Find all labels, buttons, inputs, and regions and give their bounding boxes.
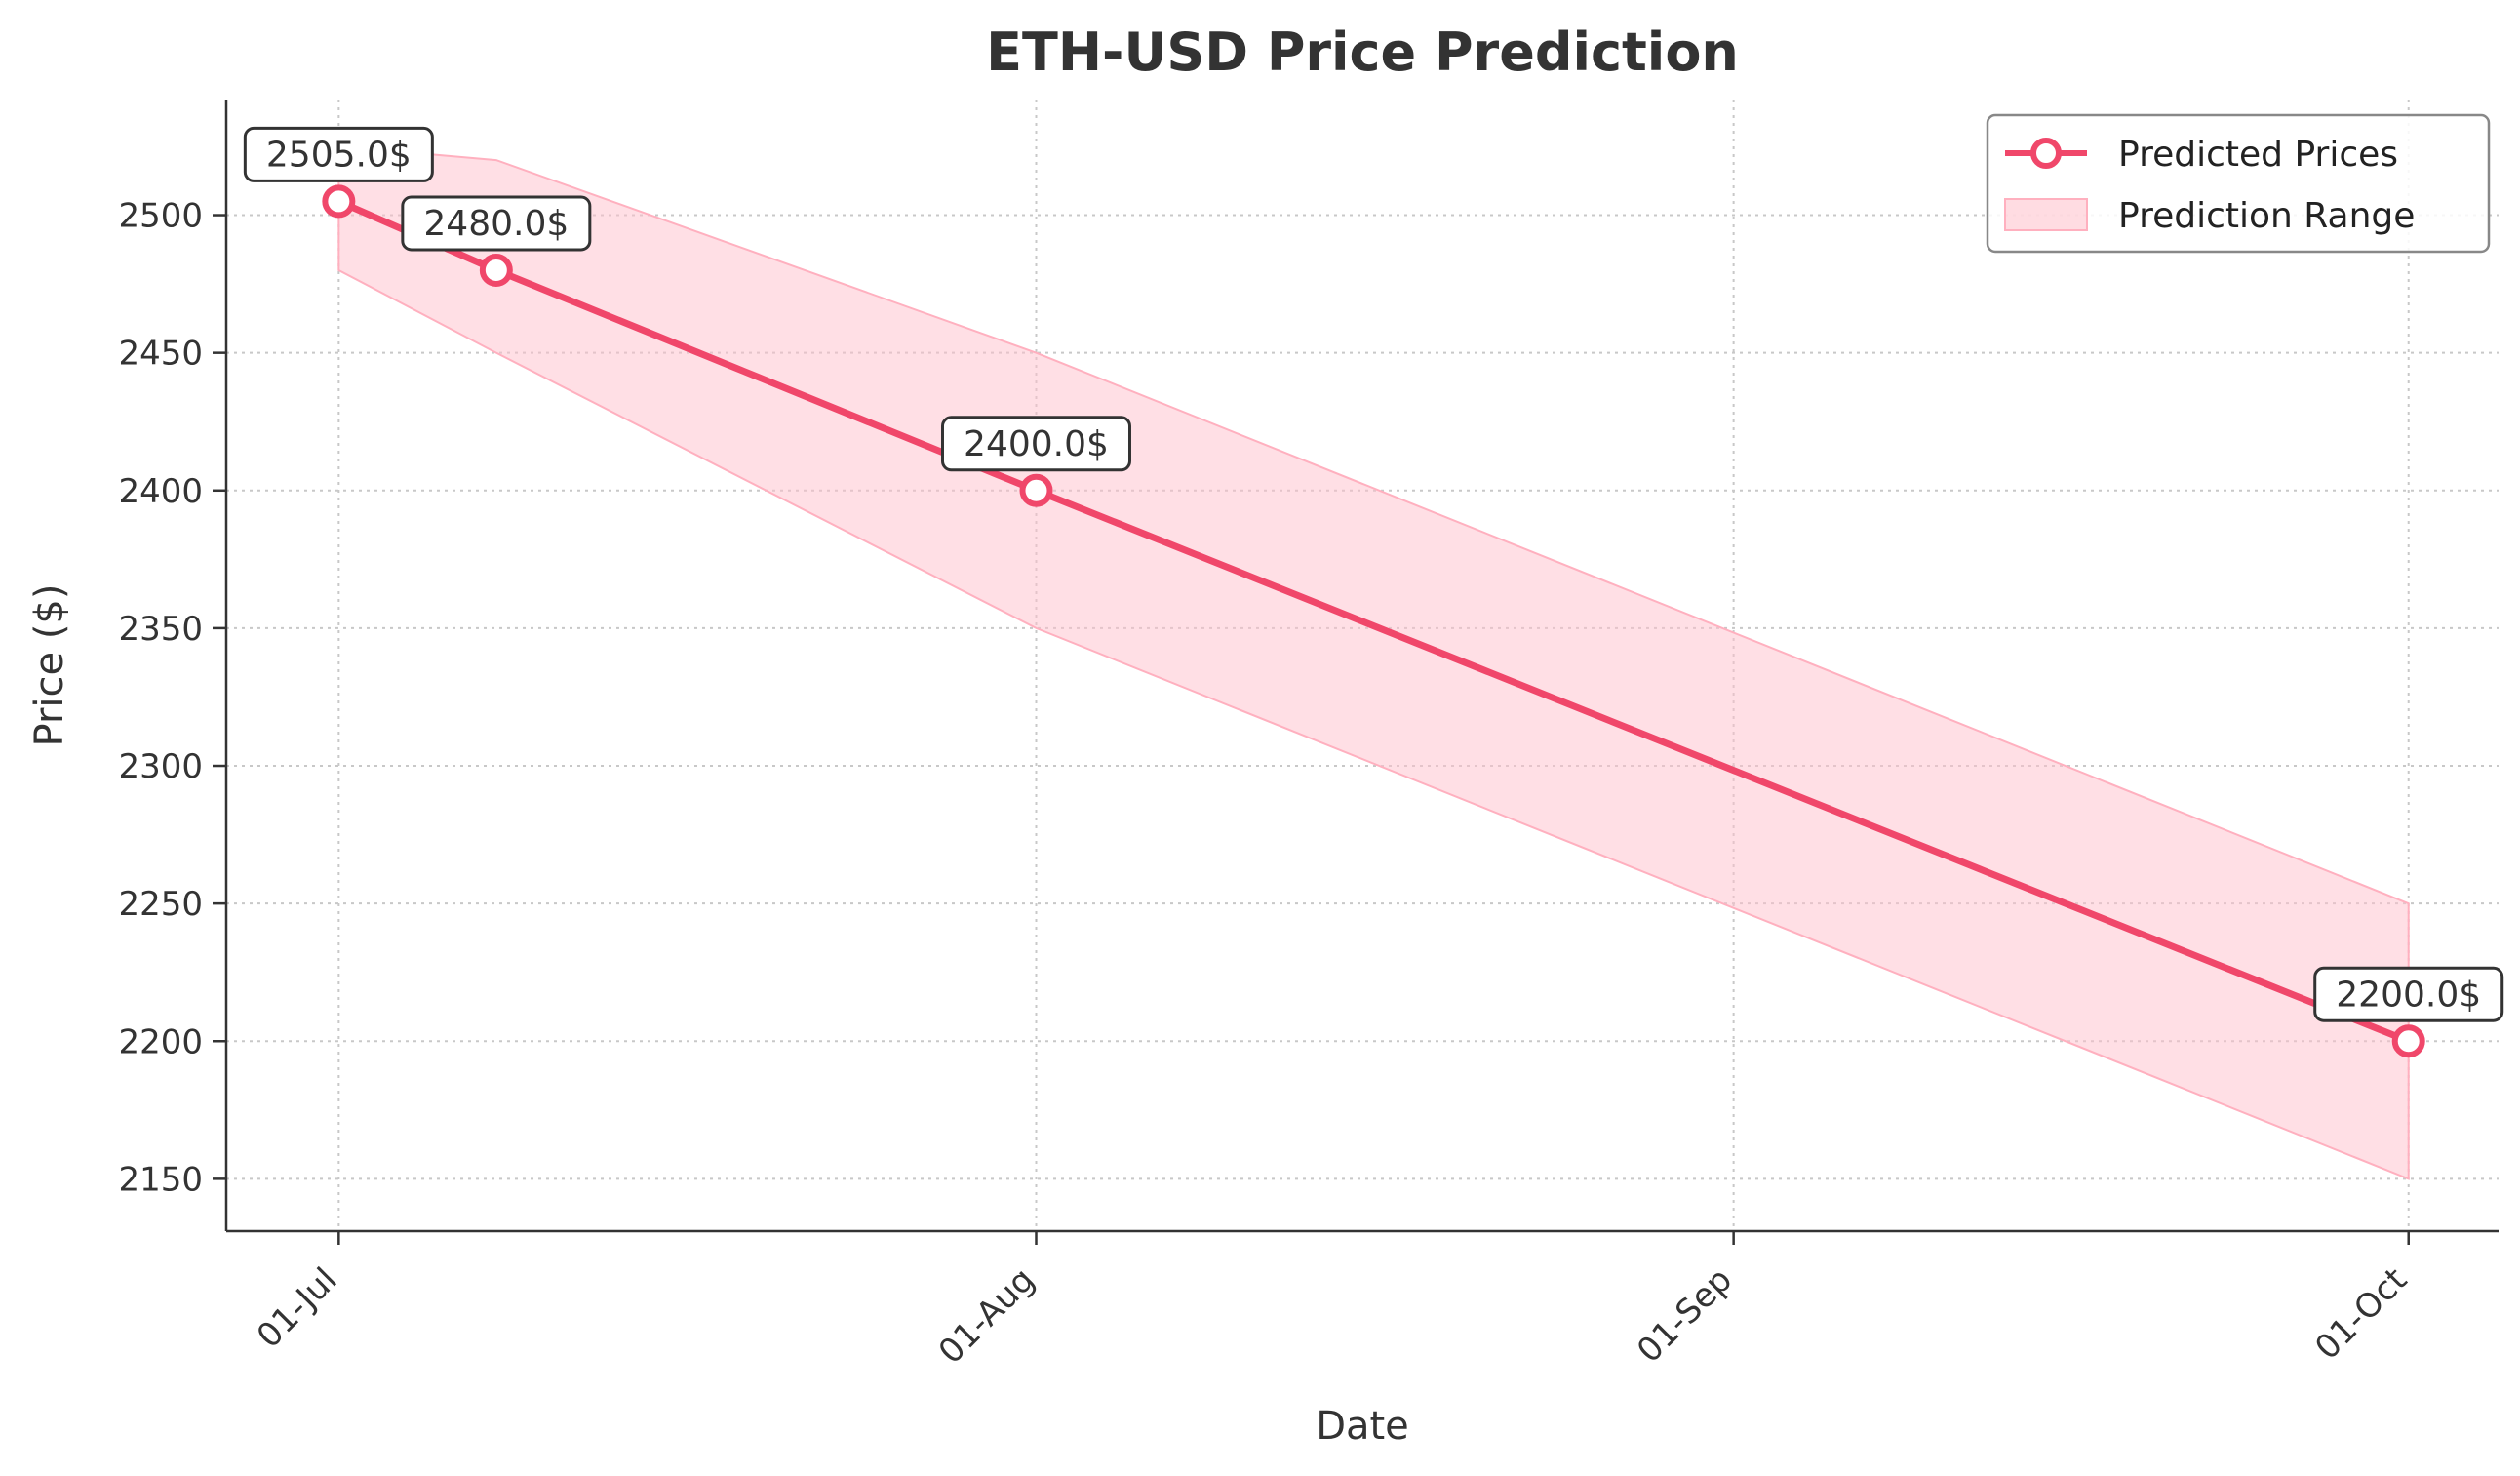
predicted-price-point [1019,473,1053,507]
axes [224,100,2499,1233]
y-tick-label: 2250 [118,885,203,924]
y-tick-label: 2350 [118,610,203,649]
data-label: 2400.0$ [964,424,1109,464]
legend-label-predicted: Predicted Prices [2118,135,2398,175]
data-label-box [2313,966,2504,1022]
predicted-price-point [479,253,513,287]
legend-label-range: Prediction Range [2118,196,2415,236]
data-label-box [940,416,1131,472]
legend: Predicted Prices Prediction Range [1986,113,2491,254]
data-label: 2480.0$ [423,204,569,244]
prediction-range-band [337,144,2410,1180]
data-label: 2200.0$ [2336,975,2481,1015]
y-tick-label: 2150 [118,1160,203,1199]
grid [226,100,2499,1231]
data-label: 2505.0$ [266,135,412,175]
y-tick-label: 2200 [118,1022,203,1061]
y-tick-label: 2500 [118,197,203,236]
chart-title: ETH-USD Price Prediction [986,21,1739,83]
predicted-price-point [2391,1024,2425,1058]
data-label-box [401,195,592,252]
y-tick-label: 2400 [118,472,203,511]
y-tick-label: 2300 [118,747,203,786]
legend-frame [1986,113,2491,254]
data-label-box [243,126,434,182]
y-tick-label: 2450 [118,335,203,374]
legend-marker-swatch [2030,138,2062,169]
annotations: 2505.0$ 2480.0$ 2400.0$ 2200.0$ [243,126,2504,1022]
predicted-price-point [322,184,356,219]
y-axis-label: Price ($) [27,584,72,747]
prediction-range-layer [337,144,2410,1180]
legend-range-swatch [2004,198,2088,231]
x-axis-label: Date [1316,1404,1409,1449]
